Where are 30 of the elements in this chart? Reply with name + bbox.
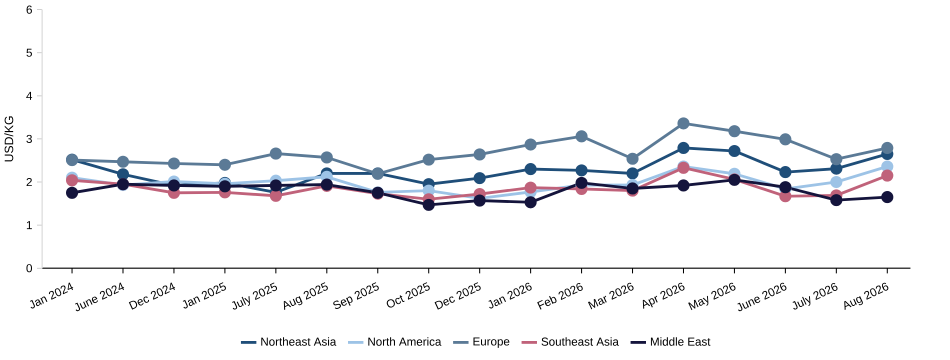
y-tick-label: 3 [26,134,32,144]
y-tick-label: 1 [26,221,32,230]
x-tick-label: Sep 2025 [333,282,379,310]
y-tick-label: 6 [26,6,32,14]
y-tick-label: 5 [26,48,32,57]
legend-label: North America [368,337,442,346]
y-tick-label: 2 [26,178,32,186]
x-tick-label: Feb 2026 [537,283,583,310]
legend-label: Northeast Asia [261,337,336,346]
x-tick-label: June 2024 [75,282,124,312]
x-tick-label: Jan 2024 [30,282,74,309]
y-axis-title: USD/KG [4,116,14,162]
x-tick-label: Mar 2026 [588,282,634,310]
x-tick-label: June 2026 [737,282,786,312]
x-tick-label: Aug 2026 [844,282,888,310]
x-tick-label: Jan 2026 [488,282,532,309]
x-tick-label: Dec 2025 [434,282,481,310]
x-tick-label: Jan 2025 [182,282,226,309]
legend-label: Middle East [650,337,710,346]
x-tick-label: July 2026 [792,283,838,310]
x-tick-label: Dec 2024 [128,282,176,310]
x-tick-label: May 2026 [688,282,736,310]
legend-label: Southeast Asia [542,337,619,346]
x-tick-label: Apr 2026 [642,282,685,309]
x-tick-label: Oct 2025 [386,282,430,308]
x-tick-label: Aug 2025 [284,282,328,310]
y-tick-label: 0 [26,264,32,272]
y-tick-label: 4 [26,92,32,100]
x-tick-label: July 2025 [232,282,278,310]
legend-label: Europe [473,338,510,348]
